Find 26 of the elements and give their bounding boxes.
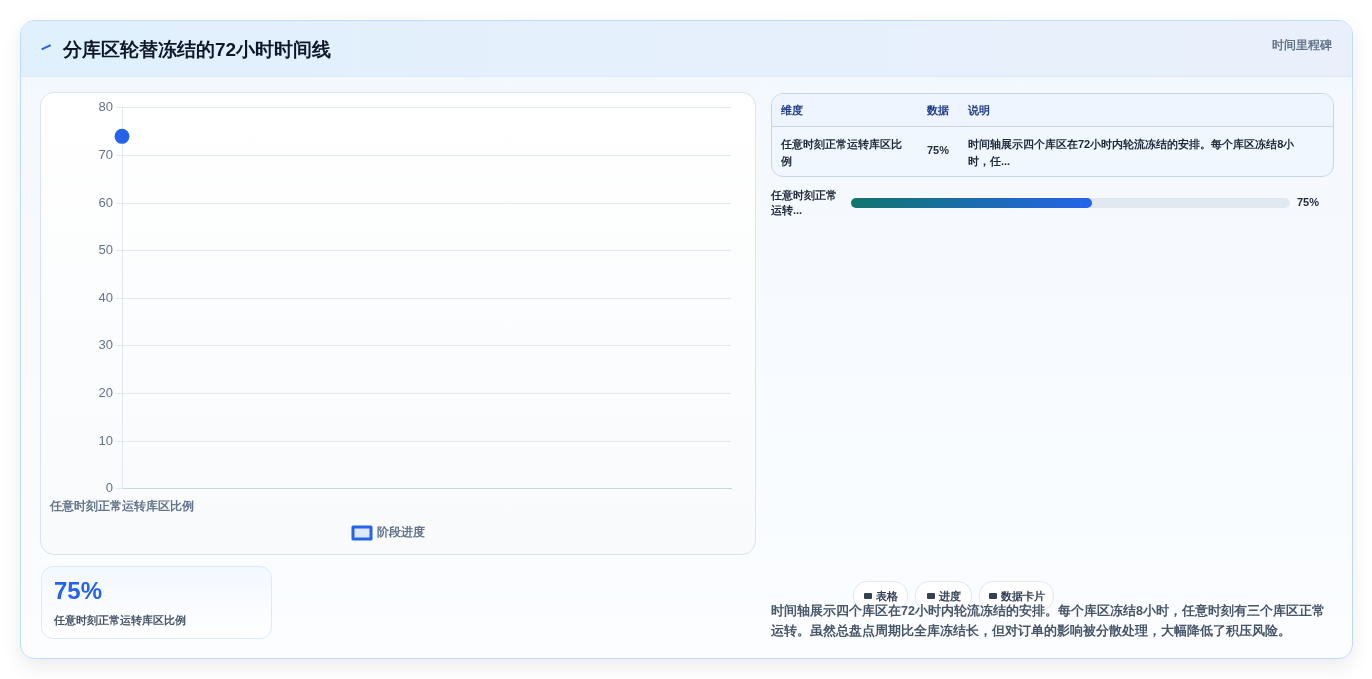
text: 时间轴展示四个库区在72小时内轮流冻结的安排。每个库区冻结8小时，任意时刻有三个库区正常运转。虽然总盘点周期比全库冻结长，但对订单的影响被分散处理，大幅降低了积压风险。 bbox=[771, 602, 1326, 640]
y-tick-label: 60 bbox=[98, 194, 113, 210]
text: 说明 bbox=[968, 103, 990, 118]
text: 任意时刻正常运转... bbox=[771, 188, 838, 218]
text: 数据卡片 bbox=[1000, 588, 1045, 603]
text: 数据 bbox=[927, 103, 949, 118]
y-tick-label: 10 bbox=[98, 432, 113, 448]
text: 表格 bbox=[875, 588, 898, 604]
y-tick-label: 0 bbox=[105, 480, 113, 496]
text: 分库区轮替冻结的72小时时间线 bbox=[63, 38, 332, 62]
y-tick-label: 50 bbox=[98, 242, 113, 258]
legend-label: 阶段进度 bbox=[377, 525, 425, 540]
text: 时间里程碑 bbox=[1272, 37, 1332, 54]
y-tick-label: 80 bbox=[98, 99, 113, 115]
y-tick-label: 40 bbox=[98, 289, 113, 305]
y-tick-label: 30 bbox=[98, 337, 113, 353]
y-tick-label: 70 bbox=[98, 146, 113, 162]
text: 75% bbox=[54, 577, 103, 605]
text: 75% bbox=[1297, 196, 1320, 208]
text: 维度 bbox=[781, 103, 803, 118]
y-tick-label: 20 bbox=[98, 384, 113, 400]
text: 时间轴展示四个库区在72小时内轮流冻结的安排。每个库区冻结8小时，任... bbox=[968, 137, 1296, 169]
text: 进度 bbox=[938, 588, 961, 604]
text: 任意时刻正常运转库区比例 bbox=[54, 613, 186, 628]
text: 75% bbox=[927, 144, 950, 156]
text: 任意时刻正常运转库区比例 bbox=[781, 137, 903, 169]
